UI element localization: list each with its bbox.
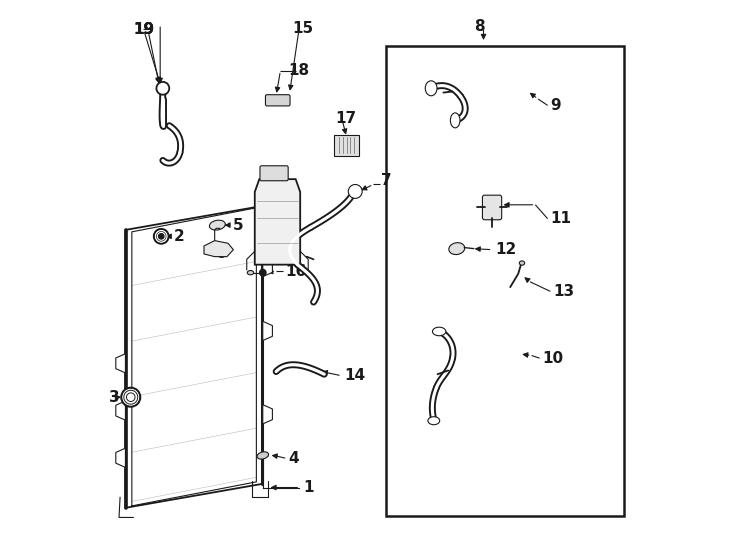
Polygon shape — [204, 241, 233, 256]
Text: 4: 4 — [288, 450, 299, 465]
Text: 12: 12 — [495, 242, 517, 257]
FancyBboxPatch shape — [260, 166, 288, 181]
Ellipse shape — [209, 220, 225, 230]
Text: 16: 16 — [286, 264, 307, 279]
Circle shape — [260, 269, 266, 276]
Polygon shape — [255, 179, 300, 265]
Text: 18: 18 — [288, 63, 309, 78]
Ellipse shape — [520, 261, 525, 265]
Text: 19: 19 — [133, 22, 154, 37]
Text: 7: 7 — [382, 173, 392, 188]
Text: 11: 11 — [550, 211, 571, 226]
Polygon shape — [126, 206, 263, 508]
Polygon shape — [263, 321, 272, 341]
FancyBboxPatch shape — [266, 94, 290, 106]
Text: 8: 8 — [474, 19, 484, 35]
Text: 19: 19 — [133, 22, 154, 37]
Text: 15: 15 — [292, 21, 313, 36]
Ellipse shape — [247, 271, 254, 275]
Polygon shape — [263, 258, 272, 276]
Ellipse shape — [257, 452, 269, 459]
Ellipse shape — [428, 417, 440, 425]
FancyBboxPatch shape — [335, 136, 359, 156]
Text: 19: 19 — [133, 22, 154, 37]
Polygon shape — [116, 448, 126, 468]
Circle shape — [349, 185, 362, 198]
Text: 2: 2 — [173, 229, 184, 244]
Text: 10: 10 — [542, 350, 564, 366]
Circle shape — [121, 388, 140, 407]
Circle shape — [156, 82, 170, 94]
Text: 13: 13 — [553, 284, 574, 299]
Ellipse shape — [432, 327, 446, 336]
Polygon shape — [116, 401, 126, 420]
Bar — [385, 45, 624, 516]
FancyBboxPatch shape — [482, 195, 501, 220]
Text: 6: 6 — [217, 246, 227, 261]
Ellipse shape — [448, 242, 465, 254]
Ellipse shape — [451, 113, 460, 128]
Text: 1: 1 — [303, 480, 313, 495]
Text: 14: 14 — [344, 368, 366, 383]
Polygon shape — [263, 404, 272, 424]
Circle shape — [159, 234, 164, 239]
Text: 3: 3 — [109, 390, 120, 404]
Text: 9: 9 — [550, 98, 561, 113]
Circle shape — [153, 229, 169, 244]
Text: 17: 17 — [335, 111, 356, 126]
Text: 5: 5 — [233, 218, 243, 233]
Polygon shape — [116, 354, 126, 373]
Ellipse shape — [425, 81, 437, 96]
